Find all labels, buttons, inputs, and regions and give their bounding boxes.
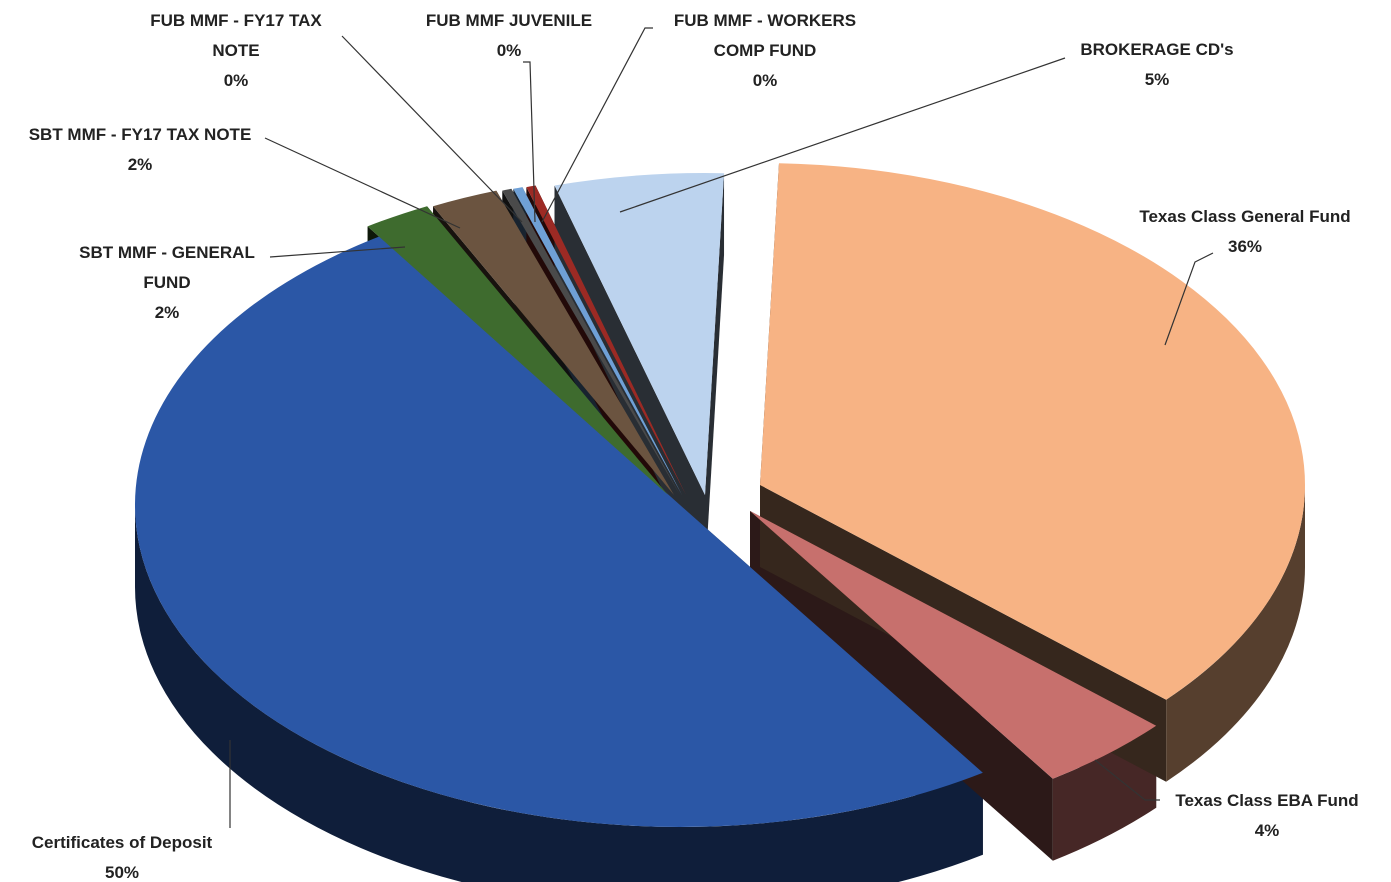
slice-label: Certificates of Deposit 50% <box>32 833 213 882</box>
slice-label: FUB MMF - WORKERS COMP FUND 0% <box>674 11 856 90</box>
pie-slice <box>526 185 686 495</box>
leader-line <box>619 57 1066 213</box>
slice-name: BROKERAGE CD's <box>1080 40 1233 59</box>
slice-percent: 50% <box>105 863 139 882</box>
slice-name: SBT MMF - GENERAL <box>79 243 255 262</box>
slice-label: BROKERAGE CD's 5% <box>1080 40 1233 89</box>
leader-line <box>264 137 461 229</box>
slice-labels: Texas Class General Fund 36% Texas Class E… <box>29 11 1359 882</box>
leader-lines <box>229 27 1214 828</box>
pie-slice <box>502 188 680 495</box>
slice-name: FUB MMF - WORKERS <box>674 11 856 30</box>
slice-percent: 0% <box>753 71 778 90</box>
pie-slice <box>760 163 1306 700</box>
slice-name: NOTE <box>212 41 259 60</box>
slice-percent: 36% <box>1228 237 1262 256</box>
slice-label: FUB MMF - FY17 TAX NOTE 0% <box>150 11 322 90</box>
slice-name: Texas Class General Fund <box>1139 207 1350 226</box>
pie-slice <box>513 187 682 496</box>
slice-tops <box>134 163 1306 828</box>
slice-percent: 0% <box>224 71 249 90</box>
leader-line <box>1094 759 1160 801</box>
slice-percent: 4% <box>1255 821 1280 840</box>
leader-line <box>523 61 536 223</box>
slice-label: SBT MMF - FY17 TAX NOTE 2% <box>29 125 252 174</box>
pie-slice <box>433 190 674 495</box>
slice-percent: 2% <box>155 303 180 322</box>
slice-outer-wall <box>1166 485 1305 782</box>
leader-line <box>541 27 653 223</box>
slice-outer-wall <box>135 505 983 882</box>
leader-line <box>1164 252 1214 346</box>
pie-slice <box>367 206 668 495</box>
pie-slice <box>750 511 1157 779</box>
leader-line <box>341 35 523 223</box>
slice-percent: 0% <box>497 41 522 60</box>
slice-label: Texas Class General Fund 36% <box>1139 207 1350 256</box>
slice-name: FUB MMF - FY17 TAX <box>150 11 322 30</box>
slice-label: Texas Class EBA Fund 4% <box>1175 791 1358 840</box>
slice-name: FUB MMF JUVENILE <box>426 11 592 30</box>
slice-name: Texas Class EBA Fund <box>1175 791 1358 810</box>
slice-name: COMP FUND <box>714 41 817 60</box>
slice-label: FUB MMF JUVENILE 0% <box>426 11 592 60</box>
slice-percent: 5% <box>1145 70 1170 89</box>
slice-name: FUND <box>143 273 190 292</box>
slice-label: SBT MMF - GENERAL FUND 2% <box>79 243 255 322</box>
slice-name: SBT MMF - FY17 TAX NOTE <box>29 125 252 144</box>
pie-slice <box>554 172 725 495</box>
leader-line <box>269 246 406 258</box>
pie-slice <box>134 236 983 828</box>
slice-name: Certificates of Deposit <box>32 833 213 852</box>
slice-percent: 2% <box>128 155 153 174</box>
slice-wall <box>705 173 725 577</box>
